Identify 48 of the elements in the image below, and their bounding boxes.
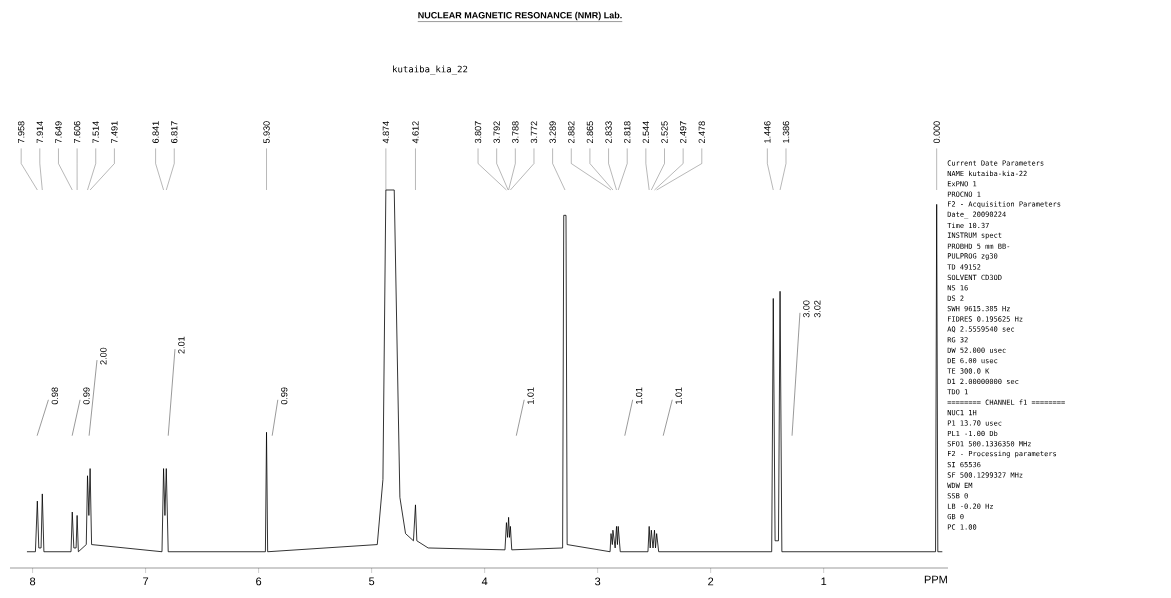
annotation: 1.386 xyxy=(782,121,790,143)
annotation: 3.807 xyxy=(474,121,482,144)
annotation: 2.865 xyxy=(586,121,594,143)
annotation: 6.841 xyxy=(152,121,159,143)
chart-subtitle: kutaiba_kia_22 xyxy=(393,65,468,75)
annotation: 3.788 xyxy=(512,121,519,144)
annotation: 2.478 xyxy=(698,121,705,143)
annotation: 6.817 xyxy=(171,121,178,143)
annotation: 7.958 xyxy=(17,121,25,143)
annotation: 0.98 xyxy=(51,387,58,405)
annotation: 3.792 xyxy=(493,121,500,144)
annotation: 2.544 xyxy=(642,121,650,143)
x-tick-label: 8 xyxy=(30,577,36,586)
annotation: 0.99 xyxy=(281,387,288,405)
annotation: 2.00 xyxy=(100,347,107,365)
annotation: 2.01 xyxy=(178,336,185,354)
annotation: 3.00 xyxy=(803,300,810,318)
annotation: 2.525 xyxy=(661,121,668,143)
x-tick-label: 2 xyxy=(708,577,714,586)
annotation: 0.000 xyxy=(933,121,940,144)
annotation: 4.612 xyxy=(412,121,419,144)
annotation: 0.99 xyxy=(83,387,90,405)
x-tick-label: 6 xyxy=(256,577,262,586)
annotation: 4.874 xyxy=(382,121,390,144)
annotation: 1.01 xyxy=(527,387,534,404)
annotation: 7.514 xyxy=(92,121,99,143)
annotation: 7.606 xyxy=(73,121,81,143)
chart-title: NUCLEAR MAGNETIC RESONANCE (NMR) Lab. xyxy=(418,11,622,21)
annotation: 3.772 xyxy=(530,121,538,144)
annotation: 7.914 xyxy=(36,121,43,143)
annotation: 7.649 xyxy=(55,121,62,143)
annotation: 3.289 xyxy=(549,121,556,144)
annotation: 1.01 xyxy=(675,387,682,404)
annotation: 3.02 xyxy=(814,300,821,318)
annotation: 2.818 xyxy=(624,121,631,143)
x-axis-title: PPM xyxy=(924,575,947,584)
annotation: 2.882 xyxy=(568,121,575,143)
annotation: 1.01 xyxy=(635,387,643,404)
x-tick-label: 5 xyxy=(369,577,375,586)
x-tick-label: 1 xyxy=(821,577,827,586)
x-tick-label: 7 xyxy=(143,577,149,586)
x-tick-label: 4 xyxy=(481,577,488,586)
annotation: 2.833 xyxy=(605,121,612,143)
annotation: 5.930 xyxy=(263,121,270,144)
annotation: 1.446 xyxy=(764,121,771,143)
annotation: 7.491 xyxy=(111,121,118,143)
annotation: 2.497 xyxy=(679,121,687,143)
x-tick-label: 3 xyxy=(595,577,601,586)
